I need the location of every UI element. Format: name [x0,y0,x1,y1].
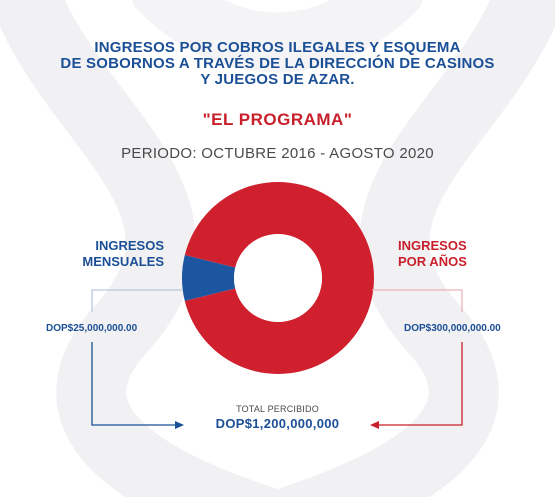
title-line-2: DE SOBORNOS A TRAVÉS DE LA DIRECCIÓN DE … [60,55,495,72]
label-yearly: INGRESOS POR AÑOS [398,238,518,270]
donut-hole [234,234,322,322]
connectors [91,289,463,429]
ribbon-top [131,0,424,73]
period-text: PERIODO: OCTUBRE 2016 - AGOSTO 2020 [121,145,434,162]
connector-right-top [372,289,463,312]
title-line-3: Y JUEGOS DE AZAR. [200,71,355,88]
label-yearly-line-2: POR AÑOS [398,254,467,269]
label-monthly-line-1: INGRESOS [95,238,164,253]
value-monthly: DOP$25,000,000.00 [46,323,138,334]
ribbon-left [0,0,287,497]
arrow-right-head [370,421,379,429]
connector-right-bottom [378,342,463,426]
total-label: TOTAL PERCIBIDO [236,404,319,414]
connector-left-top [91,289,183,312]
subtitle: "EL PROGRAMA" [202,110,353,129]
ribbon-right [268,0,555,497]
page-title: INGRESOS POR COBROS ILEGALES Y ESQUEMA D… [0,40,555,88]
label-monthly-line-2: MENSUALES [82,254,164,269]
label-yearly-line-1: INGRESOS [398,238,467,253]
arrow-left-head [175,421,184,429]
value-yearly: DOP$300,000,000.00 [404,323,501,334]
title-line-1: INGRESOS POR COBROS ILEGALES Y ESQUEMA [94,39,461,56]
donut-slice-monthly [182,255,236,301]
donut-chart [182,182,375,375]
connector-left-bottom [91,342,176,426]
label-monthly: INGRESOS MENSUALES [60,238,164,270]
total-value: DOP$1,200,000,000 [215,416,340,431]
donut-slice-yearly [184,182,375,375]
